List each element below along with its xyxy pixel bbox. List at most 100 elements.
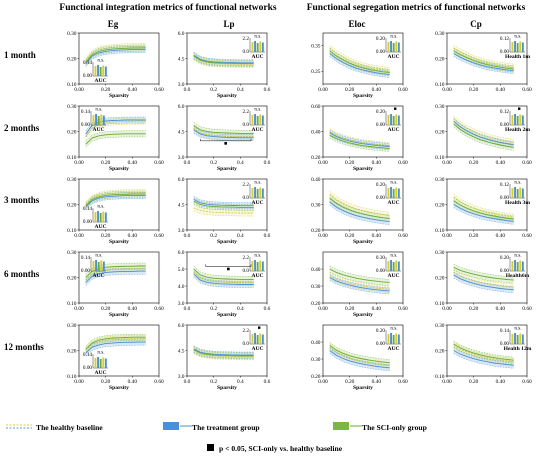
inset-bar [516, 43, 519, 52]
x-tick-label: 0.60 [522, 306, 532, 312]
series-line-treatment [85, 48, 146, 64]
legend-treatment-swatch [163, 422, 192, 430]
x-tick-label: 0.20 [345, 160, 355, 166]
x-tick-label: 0.40 [372, 160, 382, 166]
series-line-sci [85, 133, 146, 145]
inset-label: AUC [251, 127, 263, 133]
ci-line-sci-up [329, 342, 390, 360]
inset-label: Health6m [506, 273, 530, 279]
ci-line-sci-up [329, 194, 390, 216]
ci-line-sci-up [85, 262, 146, 275]
x-tick-label: 0.20 [345, 306, 355, 312]
band-treatment [453, 118, 514, 148]
inset-bar [395, 187, 398, 198]
ci-line-sci-dn [329, 138, 390, 152]
panel-eloc-2-months: 0.200.400.600.00 0.20 0.40 0.60Sparsity0.20… [311, 104, 408, 172]
inset-bar [259, 41, 262, 52]
series-line-sci [453, 123, 514, 148]
x-tick-label: 0.20 [345, 379, 355, 385]
x-tick-label: 0.00 [74, 160, 84, 166]
inset-ymax: 0.12 [500, 109, 509, 115]
x-tick-label: 0.60 [398, 306, 408, 312]
ci-line-healthy-up [329, 191, 390, 213]
y-tick-label: 0.20 [311, 374, 321, 380]
y-tick-label: 5.0 [178, 267, 185, 273]
y-tick-label: 3.0 [178, 374, 185, 380]
series-line-sci [193, 268, 254, 280]
ci-line-sci-up [453, 340, 514, 358]
y-tick-label: 0.20 [67, 202, 77, 208]
y-tick-label: 6.0 [178, 323, 185, 329]
ci-line-healthy-up [193, 347, 254, 354]
inset-ymax: 0.14 [83, 60, 92, 66]
inset-significance: n.s. [390, 34, 397, 40]
inset-label: AUC [251, 346, 263, 352]
ci-line-treatment-up [85, 192, 146, 205]
x-tick-label: 0.60 [154, 233, 164, 239]
y-tick-label: 0.20 [435, 348, 445, 354]
y-tick-label: 0.10 [435, 374, 445, 380]
panel-eg-3-months: 0.10 0.20 0.30 0.00 0.20 0.40 0.60 Sparsity 0.14… [67, 177, 164, 245]
x-tick-label: 0.20 [469, 87, 479, 93]
row-label-1m: 1 month [4, 50, 36, 60]
panel-grid: 0.10 0.20 0.30 0.00 0.20 0.40 0.60 Sparsity 0.14… [67, 31, 532, 391]
inset-bar [256, 262, 259, 271]
series-line-sci [193, 200, 254, 208]
y-tick-label: 3.0 [178, 228, 185, 234]
y-tick-label: 0.35 [311, 44, 321, 50]
ci-line-treatment-up [453, 118, 514, 142]
inset-bar [387, 115, 390, 125]
y-tick-label: 0.10 [435, 155, 445, 161]
inset-bar [97, 262, 100, 271]
band-treatment [453, 347, 514, 369]
x-tick-label: 0.20 [469, 160, 479, 166]
ci-line-healthy-up [453, 115, 514, 140]
inset-significance: n.s. [254, 107, 261, 113]
ci-line-sci-up [85, 44, 146, 60]
y-tick-label: 0.30 [67, 104, 77, 110]
inset-significance: n.s. [95, 107, 102, 113]
inset-bar [92, 115, 95, 125]
series-line-healthy [193, 127, 254, 138]
inset-bar [397, 188, 400, 198]
inset-bar [102, 211, 105, 222]
inset-ymin: 0.00 [376, 122, 385, 128]
x-tick-label: 0.4 [237, 160, 244, 166]
inset-bar [397, 115, 400, 125]
inset-ymin: 0.00 [83, 365, 92, 371]
ci-line-treatment-dn [453, 207, 514, 225]
series-line-healthy [453, 345, 514, 362]
inset-bar [254, 114, 256, 125]
y-tick-label: 0.20 [67, 275, 77, 281]
y-tick-label: 0.20 [67, 129, 77, 135]
x-tick-label: 0.20 [469, 379, 479, 385]
series-line-treatment [329, 277, 390, 292]
x-tick-label: 0.40 [128, 379, 138, 385]
inset-ymin: 0.00 [376, 49, 385, 55]
inset-bar [390, 187, 392, 198]
band-sci [329, 195, 390, 222]
panel-eg-1-month: 0.10 0.20 0.30 0.00 0.20 0.40 0.60 Sparsity 0.14… [67, 31, 164, 99]
inset-ymin: 0.0 [243, 49, 250, 55]
inset-significance: n.s. [95, 253, 102, 259]
ci-line-sci-up [85, 190, 146, 203]
panel-eloc-12-months: 0.200.300.400.00 0.20 0.40 0.60Sparsity0.20… [311, 324, 408, 391]
y-tick-label: 6.0 [178, 250, 185, 256]
ci-line-healthy-dn [193, 210, 254, 217]
y-tick-label: 3.0 [178, 155, 185, 161]
inset-bar [511, 334, 514, 344]
ci-line-treatment-up [329, 129, 390, 144]
inset-bar [251, 115, 254, 125]
inset-significance: n.s. [514, 180, 521, 186]
ci-line-sci-dn [329, 53, 390, 76]
y-tick-label: 0.30 [435, 31, 445, 37]
ci-line-sci-dn [193, 203, 254, 211]
inset-label: AUC [92, 127, 104, 133]
inset-label: AUC [92, 273, 104, 279]
inset-label: AUC [387, 200, 399, 206]
x-axis-label: Sparsity [353, 166, 373, 172]
y-tick-label: 3.0 [178, 301, 185, 307]
inset-label: Health 1m [505, 54, 530, 60]
series-line-healthy [329, 346, 390, 366]
